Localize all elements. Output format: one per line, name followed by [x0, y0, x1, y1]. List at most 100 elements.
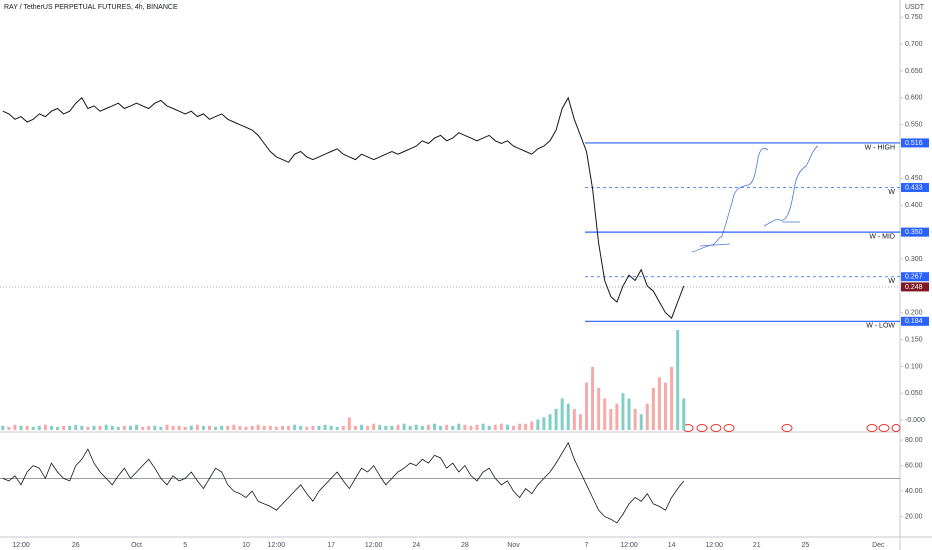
- projection-stroke: [763, 145, 819, 227]
- volume-bar: [664, 382, 668, 430]
- volume-bar: [621, 393, 625, 430]
- event-marker: [891, 424, 901, 432]
- volume-bar: [80, 425, 84, 430]
- volume-bar: [615, 403, 619, 430]
- x-tick-label: 5: [183, 542, 187, 549]
- volume-bar: [220, 425, 224, 430]
- level-value-box: [901, 316, 929, 326]
- volume-bar: [469, 425, 473, 430]
- volume-bar: [512, 425, 516, 430]
- volume-bar: [481, 423, 485, 430]
- volume-bar: [396, 424, 400, 430]
- volume-bar: [201, 425, 205, 430]
- x-tick-label: 12:00: [268, 542, 286, 549]
- event-marker: [710, 424, 722, 432]
- level-value-label: 0.516: [905, 140, 923, 147]
- volume-bar: [518, 423, 522, 430]
- chart-title: RAY / TetherUS PERPETUAL FUTURES, 4h, BI…: [4, 4, 178, 11]
- volume-bar: [232, 424, 236, 430]
- volume-bar: [542, 417, 546, 430]
- volume-bar: [627, 398, 631, 430]
- event-markers: [682, 424, 901, 432]
- volume-bar: [323, 424, 327, 430]
- y-tick-label: 0.600: [905, 95, 923, 102]
- volume-bar: [341, 425, 345, 430]
- volume-bar: [657, 377, 661, 430]
- volume-bar: [639, 414, 643, 430]
- volume-bar: [451, 425, 455, 430]
- volume-bar: [548, 414, 552, 430]
- level-value-box: [901, 138, 929, 148]
- y-tick-label: 0.750: [905, 14, 923, 21]
- level-label: W: [888, 278, 895, 285]
- volume-bar: [487, 425, 491, 430]
- current-price-box: [901, 282, 929, 292]
- volume-bar: [633, 408, 637, 430]
- volume-bar: [402, 423, 406, 430]
- volume-bar: [475, 424, 479, 430]
- y-tick-label: 0.650: [905, 68, 923, 75]
- x-tick-label: 21: [753, 542, 761, 549]
- volume-bar: [305, 426, 309, 430]
- level-label: W: [888, 189, 895, 196]
- volume-bar: [499, 423, 503, 430]
- volume-bar: [682, 398, 686, 430]
- volume-bar: [238, 425, 242, 430]
- x-tick-label: 14: [668, 542, 676, 549]
- x-tick-label: 12:00: [705, 542, 723, 549]
- price-line: [2, 96, 685, 319]
- volume-bar: [195, 424, 199, 430]
- x-tick-label: 25: [801, 542, 809, 549]
- current-price-label: 0.248: [905, 284, 923, 291]
- volume-bar: [463, 424, 467, 430]
- rsi-tick-label: 40.00: [905, 488, 923, 495]
- volume-bar: [591, 366, 595, 430]
- volume-bar: [372, 423, 376, 430]
- volume-bar: [505, 424, 509, 430]
- x-tick-label: Nov: [507, 542, 520, 549]
- volume-bar: [432, 423, 436, 430]
- volume-bar: [676, 330, 680, 430]
- volume-bar: [62, 425, 66, 430]
- volume-bar: [165, 424, 169, 430]
- volume-bar: [268, 425, 272, 430]
- event-marker: [878, 424, 890, 432]
- volume-bar: [86, 426, 90, 430]
- event-marker: [781, 424, 793, 432]
- event-marker: [696, 424, 708, 432]
- volume-bar: [414, 424, 418, 430]
- volume-bar: [68, 425, 72, 430]
- x-tick-label: 26: [72, 542, 80, 549]
- volume-bar: [13, 424, 17, 430]
- level-value-box: [901, 227, 929, 237]
- level-value-label: 0.350: [905, 229, 923, 236]
- volume-bar: [299, 425, 303, 430]
- x-tick-label: 17: [327, 542, 335, 549]
- volume-bar: [110, 425, 114, 430]
- volume-bar: [426, 424, 430, 430]
- volume-bar: [360, 424, 364, 430]
- level-value-box: [901, 183, 929, 193]
- x-tick-label: 10: [242, 542, 250, 549]
- rsi-tick-label: 20.00: [905, 513, 923, 520]
- volume-bar: [116, 426, 120, 430]
- y-tick-label: 0.300: [905, 256, 923, 263]
- volume-bar: [317, 425, 321, 430]
- volume-bar: [329, 425, 333, 430]
- level-value-label: 0.433: [905, 184, 923, 191]
- volume-bar: [445, 424, 449, 430]
- y-axis-label: USDT: [905, 4, 925, 11]
- volume-bar: [603, 398, 607, 430]
- volume-bar: [226, 425, 230, 430]
- volume-bar: [262, 425, 266, 430]
- x-tick-label: Dec: [872, 542, 885, 549]
- volume-bar: [378, 424, 382, 430]
- y-tick-label: 0.700: [905, 41, 923, 48]
- volume-bar: [7, 426, 11, 430]
- volume-bar: [250, 425, 254, 430]
- volume-bar: [214, 426, 218, 430]
- volume-bar: [104, 424, 108, 430]
- volume-bar: [37, 425, 41, 430]
